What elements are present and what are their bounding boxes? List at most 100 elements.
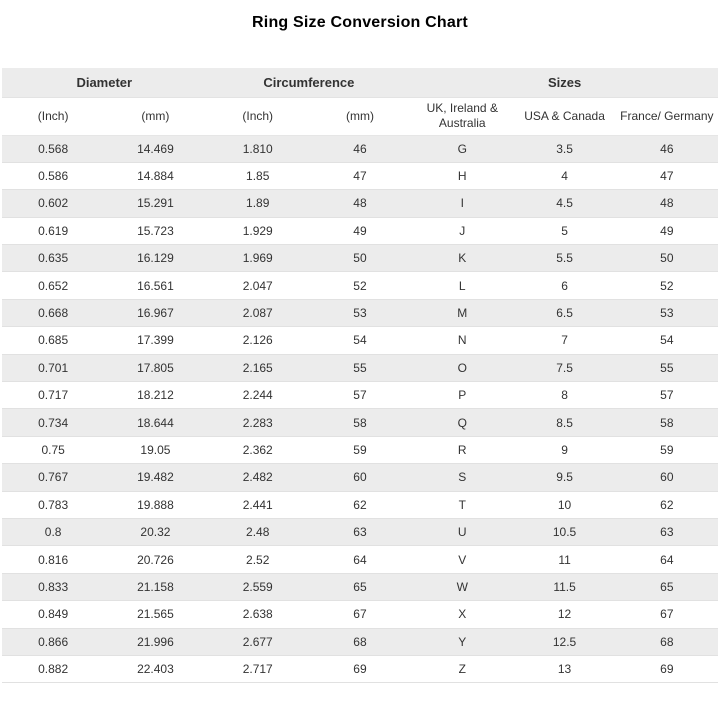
table-cell: 1.969 [206,244,309,272]
table-cell: 65 [615,573,718,601]
table-cell: 0.783 [2,491,105,519]
table-cell: 0.586 [2,162,105,190]
table-cell: 50 [615,244,718,272]
table-cell: 49 [615,217,718,245]
col-header-usa-canada: USA & Canada [513,97,616,136]
col-header-diameter-mm: (mm) [104,97,207,136]
table-cell: 59 [615,436,718,464]
table-cell: 0.8 [2,518,105,546]
table-cell: 6 [513,271,616,300]
table-cell: 19.888 [104,491,207,519]
table-cell: 2.362 [206,436,309,464]
table-row: 0.849 21.565 2.638 67 X 12 67 [2,600,718,629]
table-header: Diameter Circumference Sizes (Inch) (mm)… [2,68,718,136]
table-cell: 0.568 [2,135,105,163]
table-row: 0.586 14.884 1.85 47 H 4 47 [2,162,718,190]
table-row: 0.701 17.805 2.165 55 O 7.5 55 [2,354,718,382]
table-cell: V [411,545,514,574]
table-cell: 21.565 [104,600,207,629]
table-row: 0.833 21.158 2.559 65 W 11.5 65 [2,573,718,601]
table-cell: 0.701 [2,354,105,382]
table-cell: 15.291 [104,189,207,218]
table-row: 0.783 19.888 2.441 62 T 10 62 [2,491,718,519]
table-cell: 68 [308,628,412,656]
table-cell: 54 [615,326,718,355]
table-cell: 14.469 [104,135,207,163]
table-cell: 68 [615,628,718,656]
column-header-row: (Inch) (mm) (Inch) (mm) UK, Ireland & Au… [2,97,718,136]
table-cell: 16.561 [104,271,207,300]
table-row: 0.635 16.129 1.969 50 K 5.5 50 [2,244,718,272]
table-cell: 2.48 [206,518,309,546]
table-cell: 55 [615,354,718,382]
group-header-row: Diameter Circumference Sizes [2,68,718,98]
table-cell: 2.638 [206,600,309,629]
table-cell: 18.644 [104,408,207,437]
table-cell: 5.5 [513,244,616,272]
table-cell: 62 [615,491,718,519]
table-cell: 0.635 [2,244,105,272]
table-cell: 4.5 [513,189,616,218]
table-cell: 4 [513,162,616,190]
table-cell: 2.047 [206,271,309,300]
table-cell: J [411,217,514,245]
table-cell: 6.5 [513,299,616,327]
table-cell: T [411,491,514,519]
table-row: 0.685 17.399 2.126 54 N 7 54 [2,326,718,355]
table-cell: 49 [308,217,412,245]
table-cell: 13 [513,655,616,683]
page-title: Ring Size Conversion Chart [252,14,468,31]
table-cell: 22.403 [104,655,207,683]
table-cell: 0.816 [2,545,105,574]
table-cell: 19.05 [104,436,207,464]
table-cell: 16.129 [104,244,207,272]
table-cell: 47 [308,162,412,190]
table-cell: 8 [513,381,616,409]
group-header-sizes: Sizes [411,68,718,98]
table-cell: 65 [308,573,412,601]
table-cell: W [411,573,514,601]
table-cell: 11 [513,545,616,574]
group-header-circumference: Circumference [206,68,412,98]
table-cell: 48 [308,189,412,218]
table-cell: 17.805 [104,354,207,382]
table-cell: 12 [513,600,616,629]
table-cell: 2.087 [206,299,309,327]
table-cell: 12.5 [513,628,616,656]
table-cell: 46 [615,135,718,163]
table-cell: 0.882 [2,655,105,683]
table-cell: 60 [615,463,718,492]
table-row: 0.717 18.212 2.244 57 P 8 57 [2,381,718,409]
table-cell: 0.668 [2,299,105,327]
table-cell: 69 [615,655,718,683]
table-cell: 46 [308,135,412,163]
table-cell: N [411,326,514,355]
table-cell: 2.52 [206,545,309,574]
table-cell: 2.677 [206,628,309,656]
table-cell: G [411,135,514,163]
table-cell: 0.602 [2,189,105,218]
table-cell: 1.85 [206,162,309,190]
table-row: 0.866 21.996 2.677 68 Y 12.5 68 [2,628,718,656]
table-cell: X [411,600,514,629]
table-cell: 0.833 [2,573,105,601]
table-cell: 0.685 [2,326,105,355]
table-cell: I [411,189,514,218]
table-row: 0.882 22.403 2.717 69 Z 13 69 [2,655,718,683]
table-cell: 2.283 [206,408,309,437]
table-cell: 15.723 [104,217,207,245]
table-cell: 2.244 [206,381,309,409]
table-row: 0.816 20.726 2.52 64 V 11 64 [2,545,718,574]
col-header-uk-ireland-australia: UK, Ireland & Australia [411,97,514,136]
table-cell: 2.165 [206,354,309,382]
table-cell: 0.652 [2,271,105,300]
table-row: 0.568 14.469 1.810 46 G 3.5 46 [2,135,718,163]
table-cell: 3.5 [513,135,616,163]
ring-size-table: Diameter Circumference Sizes (Inch) (mm)… [2,68,718,683]
table-cell: 1.929 [206,217,309,245]
table-cell: 0.734 [2,408,105,437]
table-row: 0.75 19.05 2.362 59 R 9 59 [2,436,718,464]
table-cell: 9.5 [513,463,616,492]
table-cell: 9 [513,436,616,464]
table-row: 0.602 15.291 1.89 48 I 4.5 48 [2,189,718,218]
